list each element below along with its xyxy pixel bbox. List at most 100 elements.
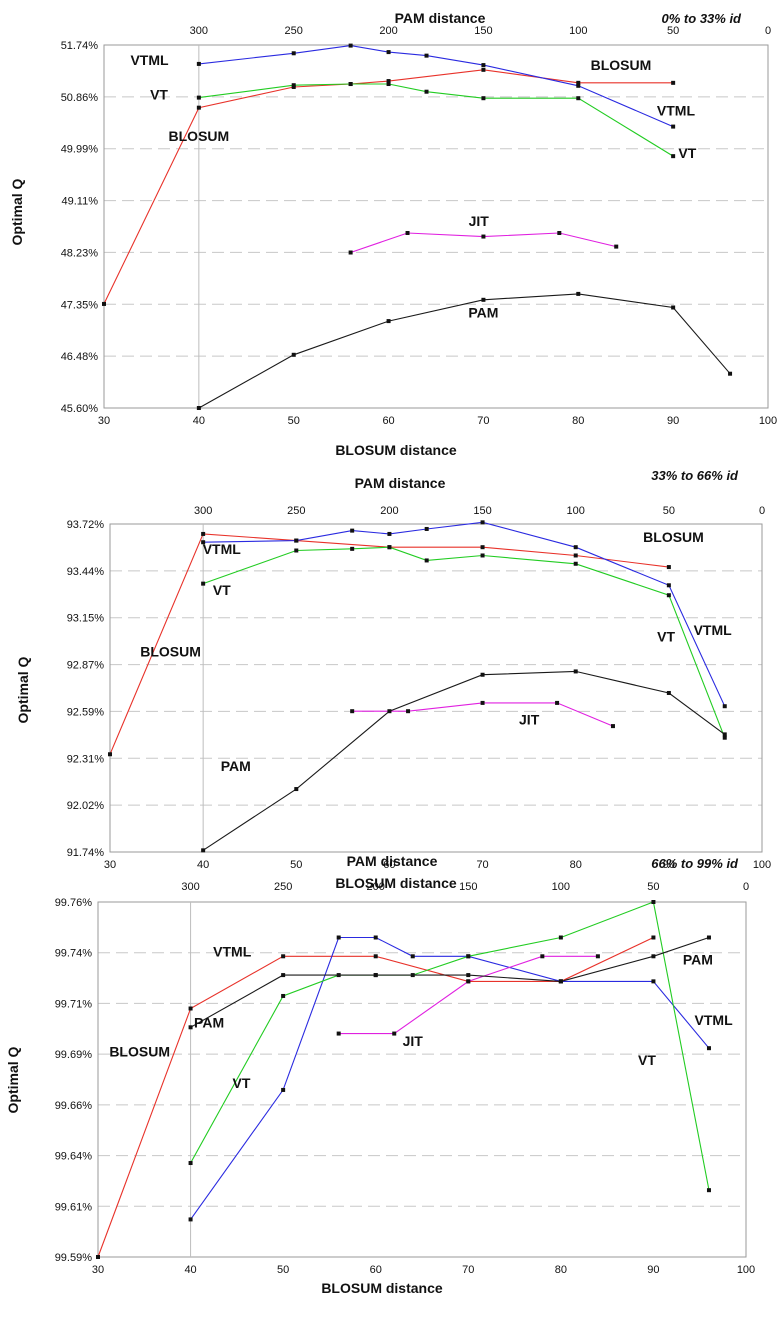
series-annotation-vt: VT [213,582,231,598]
data-point-vtml [373,935,378,940]
series-annotation-pam: PAM [468,305,498,321]
series-pam [196,291,733,410]
data-point-jit [614,244,619,249]
data-point-blosum [281,954,286,959]
data-point-vt [294,548,299,553]
y-tick-label: 99.61% [55,1201,93,1213]
data-point-blosum [102,301,106,306]
y-axis-title: Optimal Q [15,656,31,723]
y-tick-label: 48.23% [61,247,99,259]
data-point-pam [706,935,711,940]
data-point-vt [576,96,581,101]
x-axis-title: BLOSUM distance [335,442,457,458]
data-point-pam [294,787,299,792]
series-line-vtml [190,936,710,1220]
data-point-pam [573,669,578,674]
series-annotation-vtml: VTML [130,52,169,68]
identity-range-label: 33% to 66% id [651,468,739,483]
data-point-pam [480,672,485,677]
data-point-vtml [188,1217,193,1222]
data-point-jit [480,700,485,705]
data-point-blosum [651,935,656,940]
series-annotation-vt: VT [150,86,168,102]
data-point-pam [666,690,671,695]
series-jit [348,231,619,255]
series-line-jit [352,702,614,727]
data-point-pam [188,1025,193,1030]
data-point-vt [350,546,355,551]
series-vtml [188,935,711,1222]
data-point-vt [722,735,727,740]
data-point-vt [188,1161,193,1166]
data-point-blosum [671,80,676,85]
series-annotation-blosum: BLOSUM [591,57,652,73]
x-tick-label: 50 [277,1264,289,1276]
data-point-blosum [573,553,578,558]
data-point-vt [573,561,578,566]
pam-tick-label: 150 [474,25,492,37]
series-annotation-vtml: VTML [694,622,733,638]
y-tick-label: 99.74% [55,948,93,960]
data-point-blosum [386,79,391,84]
data-point-vt [480,553,485,558]
identity-range-label: 66% to 99% id [651,856,739,871]
data-point-pam [196,406,201,410]
chart-1: 45.60% 46.48% 47.35% 48.23% 49.11% 49.99% 50.8… [9,10,777,458]
series-annotation-pam: PAM [683,952,713,968]
x-tick-label: 90 [663,859,675,871]
data-point-jit [392,1031,397,1036]
data-point-pam [722,732,727,737]
x-axis-title: BLOSUM distance [335,875,457,891]
data-point-vt [671,154,676,159]
y-tick-label: 91.74% [67,847,105,859]
data-point-vt [348,82,353,87]
series-blosum [96,935,656,1259]
y-tick-label: 92.02% [67,800,105,812]
y-tick-label: 99.69% [55,1049,93,1061]
pam-tick-label: 300 [190,25,208,37]
series-annotation-pam: PAM [221,758,251,774]
x-tick-label: 60 [383,859,395,871]
y-tick-label: 92.31% [67,753,105,765]
plot-frame [97,901,747,1258]
x-tick-label: 90 [647,1264,659,1276]
series-blosum [102,67,676,306]
series-annotation-blosum: BLOSUM [643,529,704,545]
data-point-vt [424,558,429,563]
x-tick-label: 70 [477,415,489,427]
x-axis-title: BLOSUM distance [321,1280,443,1296]
y-tick-label: 93.72% [67,519,105,531]
data-point-vtml [348,43,353,48]
data-point-vtml [671,124,676,129]
data-point-vtml [291,51,296,56]
pam-tick-label: 0 [743,881,749,893]
data-point-vt [196,95,201,100]
y-axis-title: Optimal Q [9,178,25,245]
x-tick-label: 80 [570,859,582,871]
series-annotation-vtml: VTML [657,102,696,118]
pam-tick-label: 250 [285,25,303,37]
data-point-vtml [722,704,727,709]
data-point-vtml [387,531,392,536]
plot-frame [103,44,769,409]
data-point-jit [481,234,486,239]
y-tick-label: 99.71% [55,998,93,1010]
chart-2: 91.74% 92.02% 92.31% 92.59% 92.87% 93.15% 93.4… [15,468,771,891]
data-point-vtml [706,1046,711,1051]
data-point-blosum [188,1006,193,1011]
pam-tick-label: 250 [274,881,292,893]
series-line-blosum [103,69,674,305]
pam-axis-title: PAM distance [347,853,438,869]
data-point-pam [291,352,296,357]
data-point-pam [651,954,656,959]
pam-tick-label: 50 [663,505,675,517]
series-jit [350,700,615,729]
data-point-jit [466,979,471,984]
x-tick-label: 40 [184,1264,196,1276]
plot-frame [109,523,763,853]
series-annotation-blosum: BLOSUM [109,1044,170,1060]
series-annotation-jit: JIT [403,1033,424,1049]
x-tick-label: 50 [288,415,300,427]
pam-tick-label: 300 [194,505,212,517]
y-tick-label: 47.35% [61,299,99,311]
